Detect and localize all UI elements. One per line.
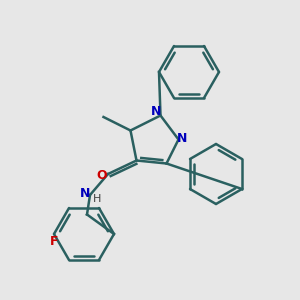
Text: F: F: [50, 235, 58, 248]
Text: N: N: [177, 131, 187, 145]
Text: N: N: [151, 105, 161, 119]
Text: H: H: [93, 194, 102, 205]
Text: O: O: [96, 169, 107, 182]
Text: N: N: [80, 187, 90, 200]
